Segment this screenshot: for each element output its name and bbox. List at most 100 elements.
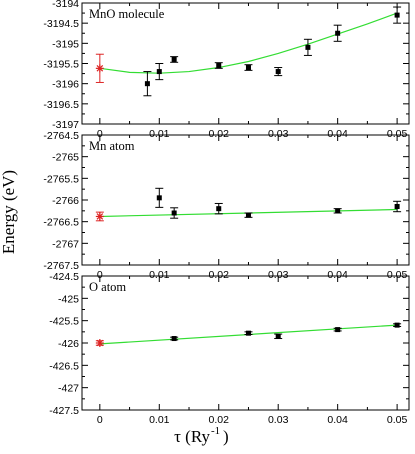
data-point — [155, 63, 164, 81]
x-tick-label: 0.01 — [149, 414, 170, 426]
y-tick-label: -3196.5 — [43, 99, 79, 111]
data-marker — [394, 12, 400, 18]
x-tick-label: 0.01 — [149, 128, 170, 140]
data-point — [214, 202, 223, 215]
data-point — [333, 208, 342, 214]
panel-frame — [81, 2, 410, 125]
data-marker — [245, 330, 251, 336]
data-marker — [171, 210, 177, 216]
data-marker — [144, 81, 150, 87]
data-point — [333, 24, 342, 42]
data-point — [143, 71, 152, 97]
data-point — [170, 207, 179, 219]
y-tick-label: -3194 — [52, 0, 79, 10]
data-point — [214, 62, 223, 69]
y-tick-label: -426 — [58, 338, 79, 350]
x-tick-label: 0.05 — [387, 269, 408, 281]
y-tick-label: -2767 — [52, 238, 79, 250]
data-point — [170, 336, 179, 342]
y-tick-label: -2766.5 — [43, 217, 79, 229]
data-point — [244, 64, 253, 71]
x-tick-label: 0 — [97, 414, 103, 426]
data-marker — [275, 333, 281, 339]
x-tick-label: 0.03 — [268, 414, 289, 426]
x-tick-label: 0.03 — [268, 128, 289, 140]
x-tick-label: 0.03 — [268, 269, 289, 281]
data-point — [393, 200, 402, 213]
panel-frame — [81, 134, 410, 266]
y-tick-label: -2764.5 — [43, 130, 79, 142]
y-tick-label: -3197 — [52, 119, 79, 131]
data-point — [393, 322, 402, 328]
x-tick-label: 0.02 — [209, 414, 230, 426]
extrapolated-point — [95, 339, 104, 347]
panel-frame — [81, 275, 410, 411]
data-marker — [156, 195, 162, 201]
y-tick-label: -426.5 — [49, 360, 79, 372]
y-tick-label: -3195 — [52, 38, 79, 50]
x-tick-label: 0.04 — [327, 269, 348, 281]
x-axis-title-sup: -1 — [211, 425, 220, 437]
x-axis-title-main: τ (Ry — [174, 427, 210, 446]
panels: -3197 -3196.5 -3196 -3195.5 -3195 -3194.5 -319… — [43, 0, 410, 426]
data-point — [333, 327, 342, 333]
data-marker — [245, 65, 251, 71]
x-tick-label: 0.04 — [327, 414, 348, 426]
y-tick-label: -3196 — [52, 79, 79, 91]
data-point — [155, 187, 164, 208]
y-tick-label: -2765 — [52, 152, 79, 164]
extrapolated-point — [95, 211, 104, 222]
x-axis-title: τ (Ry -1 ) — [174, 425, 229, 446]
x-tick-label: 0.04 — [327, 128, 348, 140]
data-point — [274, 67, 283, 77]
x-axis-title-close: ) — [223, 427, 229, 446]
star-marker — [96, 213, 104, 220]
star-marker — [96, 339, 104, 347]
star-marker — [96, 65, 104, 72]
data-marker — [275, 69, 281, 75]
y-tick-label: -3195.5 — [43, 59, 79, 71]
y-tick-label: -424.5 — [49, 271, 79, 283]
data-marker — [394, 322, 400, 328]
y-axis-title: Energy (eV) — [0, 170, 18, 254]
x-tick-label: 0.02 — [209, 269, 230, 281]
fit-line — [99, 12, 398, 74]
extrapolated-point — [95, 53, 104, 83]
data-point — [393, 6, 402, 24]
data-marker — [171, 56, 177, 62]
y-tick-label: -3194.5 — [43, 18, 79, 30]
x-tick-label: 0 — [97, 128, 103, 140]
panel-mn-atom: -2767.5 -2767 -2766.5 -2766 -2765.5 -2765 -276… — [43, 130, 410, 281]
data-marker — [305, 44, 311, 50]
x-tick-label: 0 — [97, 269, 103, 281]
y-tick-label: -2765.5 — [43, 173, 79, 185]
data-point — [244, 212, 253, 218]
data-marker — [394, 204, 400, 209]
data-marker — [335, 30, 341, 36]
panel-label: O atom — [89, 280, 126, 294]
data-marker — [156, 69, 162, 75]
data-point — [303, 38, 312, 56]
x-tick-label: 0.01 — [149, 269, 170, 281]
data-point — [170, 56, 179, 63]
panel-label: Mn atom — [89, 139, 135, 153]
y-tick-label: -2766 — [52, 195, 79, 207]
y-tick-label: -427 — [58, 383, 79, 395]
panel-mno-molecule: -3197 -3196.5 -3196 -3195.5 -3195 -3194.5 -319… — [43, 0, 410, 140]
y-tick-label: -425.5 — [49, 316, 79, 328]
data-marker — [335, 327, 341, 333]
data-marker — [171, 336, 177, 342]
x-tick-label: 0.02 — [209, 128, 230, 140]
data-point — [274, 333, 283, 340]
data-marker — [335, 208, 341, 214]
y-tick-label: -425 — [58, 293, 79, 305]
panel-label: MnO molecule — [89, 7, 165, 21]
x-tick-label: 0.05 — [387, 128, 408, 140]
y-tick-label: -2767.5 — [43, 260, 79, 272]
x-tick-label: 0.05 — [387, 414, 408, 426]
panel-o-atom: -427.5 -427 -426.5 -426 -425.5 -425 -424.5 0 0.0… — [49, 271, 410, 426]
data-marker — [245, 212, 251, 218]
data-marker — [216, 206, 222, 212]
data-point — [244, 330, 253, 336]
